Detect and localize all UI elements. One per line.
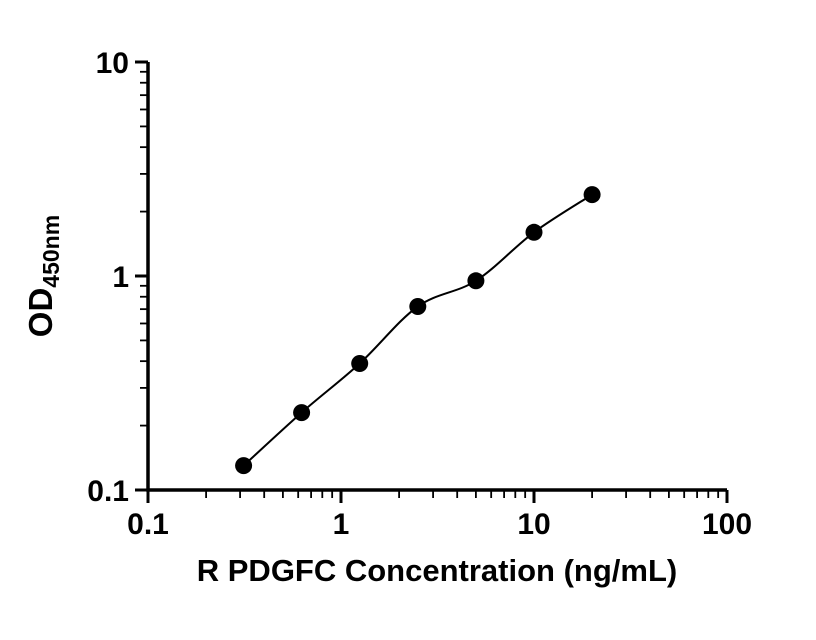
y-axis-title-main: OD [22,288,59,338]
data-point [351,355,369,372]
x-tick-label: 10 [517,508,550,541]
y-axis-title: OD450nm [22,215,64,337]
x-axis-title: R PDGFC Concentration (ng/mL) [197,553,677,588]
axes [146,62,727,492]
data-point [235,457,253,475]
data-point [409,298,427,315]
axis-lines [146,62,727,492]
axis-ticks [135,60,729,503]
data-point [467,272,485,290]
data-point [525,223,543,241]
x-tick-label: 100 [702,508,752,541]
x-tick-label: 0.1 [127,508,169,541]
y-tick-label: 0.1 [87,475,129,508]
y-axis-title-sub: 450nm [38,215,64,288]
y-tick-label: 1 [112,261,129,294]
data-point [583,186,601,204]
x-tick-label: 1 [333,508,350,541]
data-point [293,404,311,422]
axis-tick-labels: 0.1 1 10 100 0.1 1 10 [87,47,752,541]
y-tick-label: 10 [96,47,129,80]
data-points [235,186,601,475]
